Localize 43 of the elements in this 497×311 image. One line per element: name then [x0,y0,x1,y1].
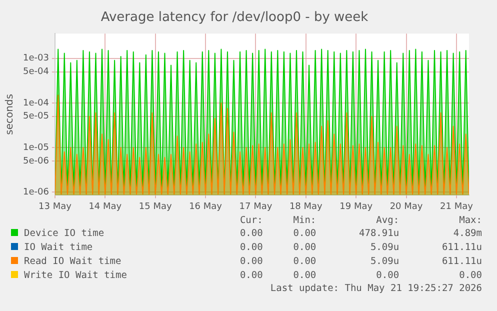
legend-label: Read IO Wait time [23,255,122,269]
text: 4.89m [452,227,483,241]
text: 0.00 [238,255,264,269]
chart-title: Average latency for /dev/loop0 - by week [100,10,369,26]
text: 0.00 [292,269,318,283]
x-tick-label: 19 May [340,202,374,212]
y-tick-label: 5e-04 [22,67,50,78]
text: 0.00 [238,269,264,283]
y-tick-label: 1e-03 [22,54,49,64]
legend-label: Device IO time [23,227,106,241]
text: Min: [292,215,318,227]
legend-label: IO Wait time [23,241,94,255]
y-tick-label: 5e-06 [22,156,50,166]
text: Avg: [375,215,400,227]
x-tick-label: 14 May [88,202,122,212]
text: 0.00 [292,241,318,255]
text: 0.00 [292,255,318,269]
y-tick-label: 5e-05 [22,112,49,122]
legend-label: Write IO Wait time [23,269,128,283]
text: 0.00 [238,227,264,241]
text: 0.00 [458,269,483,283]
y-tick-label: 1e-05 [22,142,49,153]
y-tick-label: 1e-04 [22,98,50,108]
x-tick-label: 21 May [440,202,474,212]
x-tick-label: 18 May [289,202,324,212]
text: 478.91u [358,227,400,241]
text: 5.09u [369,241,400,255]
text: 0.00 [375,269,400,283]
text: Last update: Thu May 21 19:25:27 2026 [269,283,483,295]
text: 0.00 [292,227,318,241]
text: 5.09u [369,255,400,269]
text: 611.11u [440,241,483,255]
x-tick-label: 16 May [189,202,223,212]
y-tick-label: 1e-06 [22,187,50,198]
y-axis-title: seconds [4,94,16,135]
text: Cur: [238,215,264,227]
x-tick-label: 13 May [38,202,72,212]
text: 611.11u [440,255,483,269]
text: Max: [458,215,483,227]
x-tick-label: 15 May [138,202,172,212]
x-tick-label: 20 May [390,202,424,212]
text: 0.00 [238,241,264,255]
x-tick-label: 17 May [239,202,273,212]
